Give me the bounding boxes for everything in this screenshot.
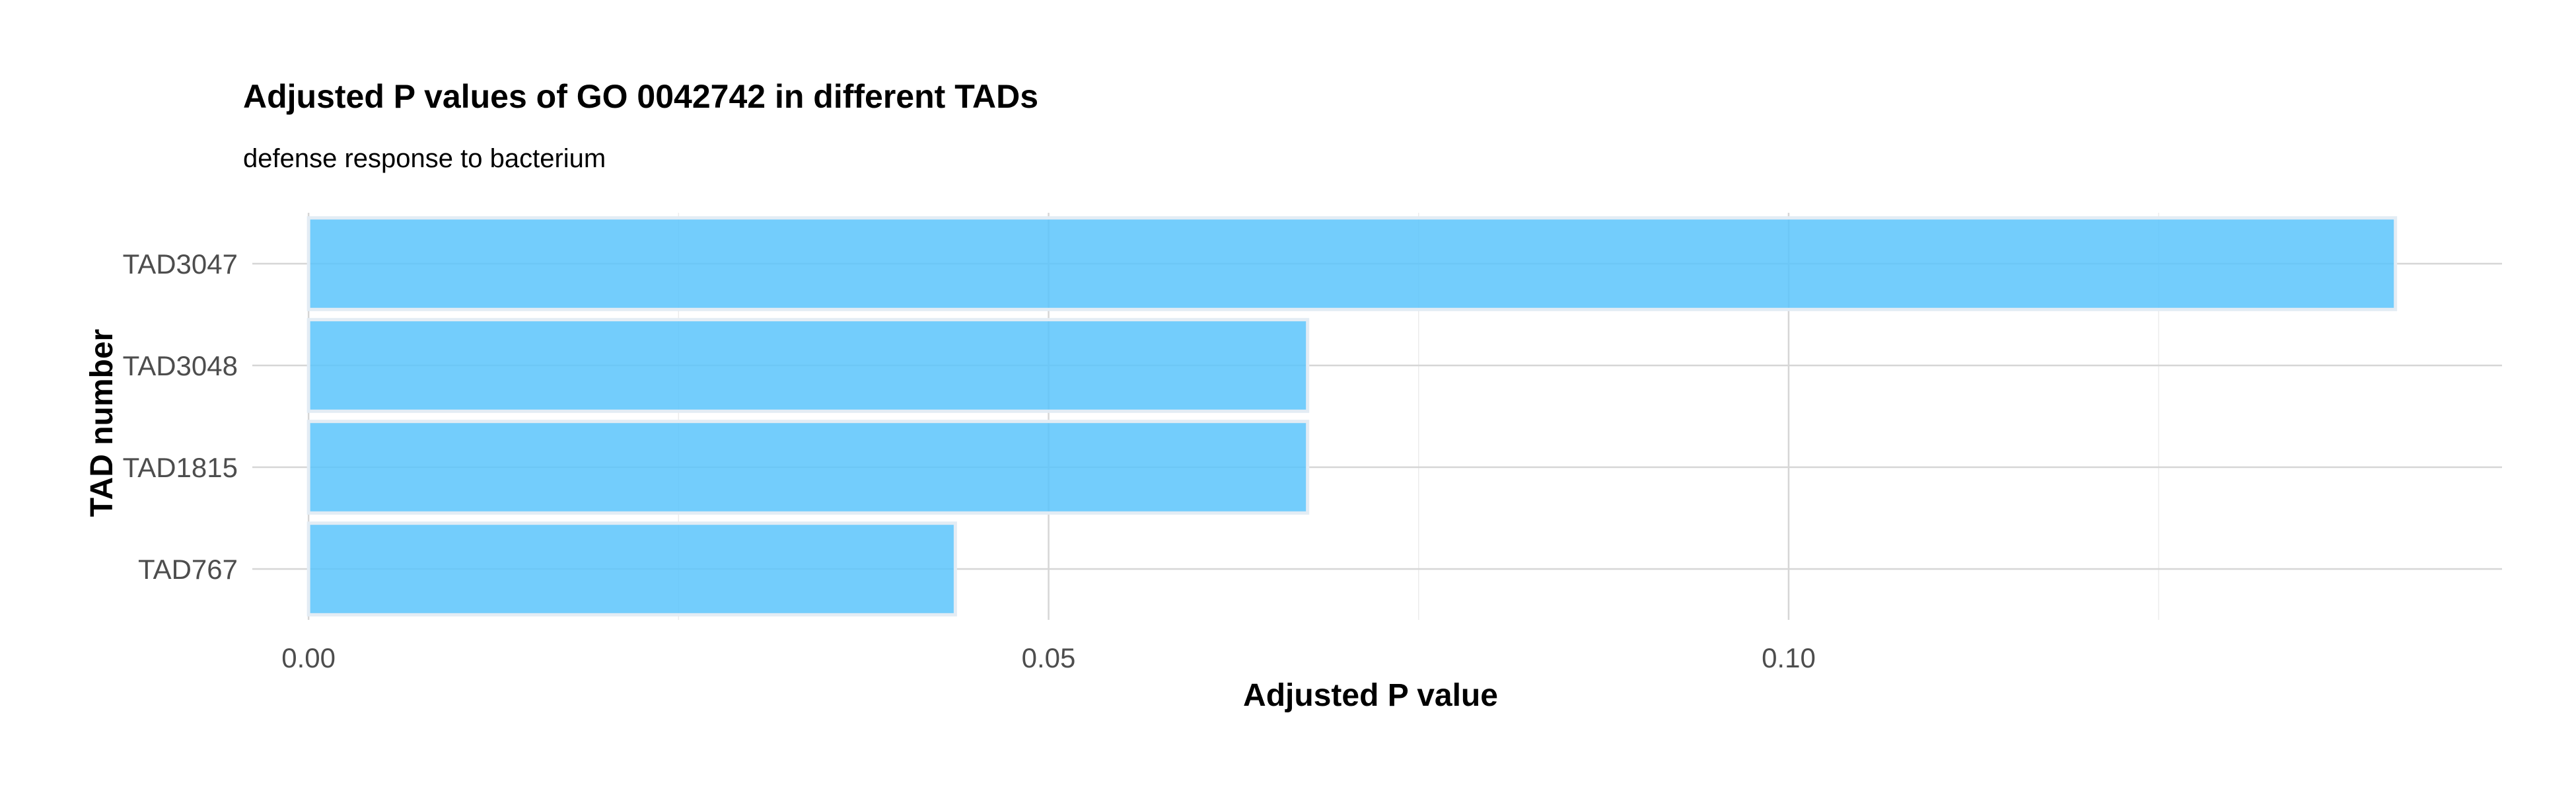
x-tick-labels: 0.00 0.05 0.10 — [281, 642, 1816, 673]
chart-title: Adjusted P values of GO 0042742 in diffe… — [243, 78, 1038, 115]
bar-tad3048 — [306, 318, 1310, 413]
y-tick-label: TAD3048 — [123, 350, 238, 381]
y-tick-label: TAD1815 — [123, 452, 238, 483]
x-tick-label: 0.00 — [281, 642, 336, 673]
x-axis-title: Adjusted P value — [1243, 678, 1498, 713]
y-tick-label: TAD767 — [138, 554, 238, 585]
chart-subtitle: defense response to bacterium — [243, 144, 606, 173]
bar-tad767 — [306, 521, 957, 617]
y-tick-labels: TAD3047 TAD3048 TAD1815 TAD767 — [123, 248, 238, 585]
x-tick-label: 0.05 — [1022, 642, 1076, 673]
y-tick-label: TAD3047 — [123, 248, 238, 280]
y-axis-title: TAD number — [85, 329, 120, 517]
x-tick-label: 0.10 — [1762, 642, 1816, 673]
bar-tad1815 — [306, 420, 1310, 515]
bar-tad3047 — [306, 216, 2398, 311]
bars — [306, 216, 2398, 617]
